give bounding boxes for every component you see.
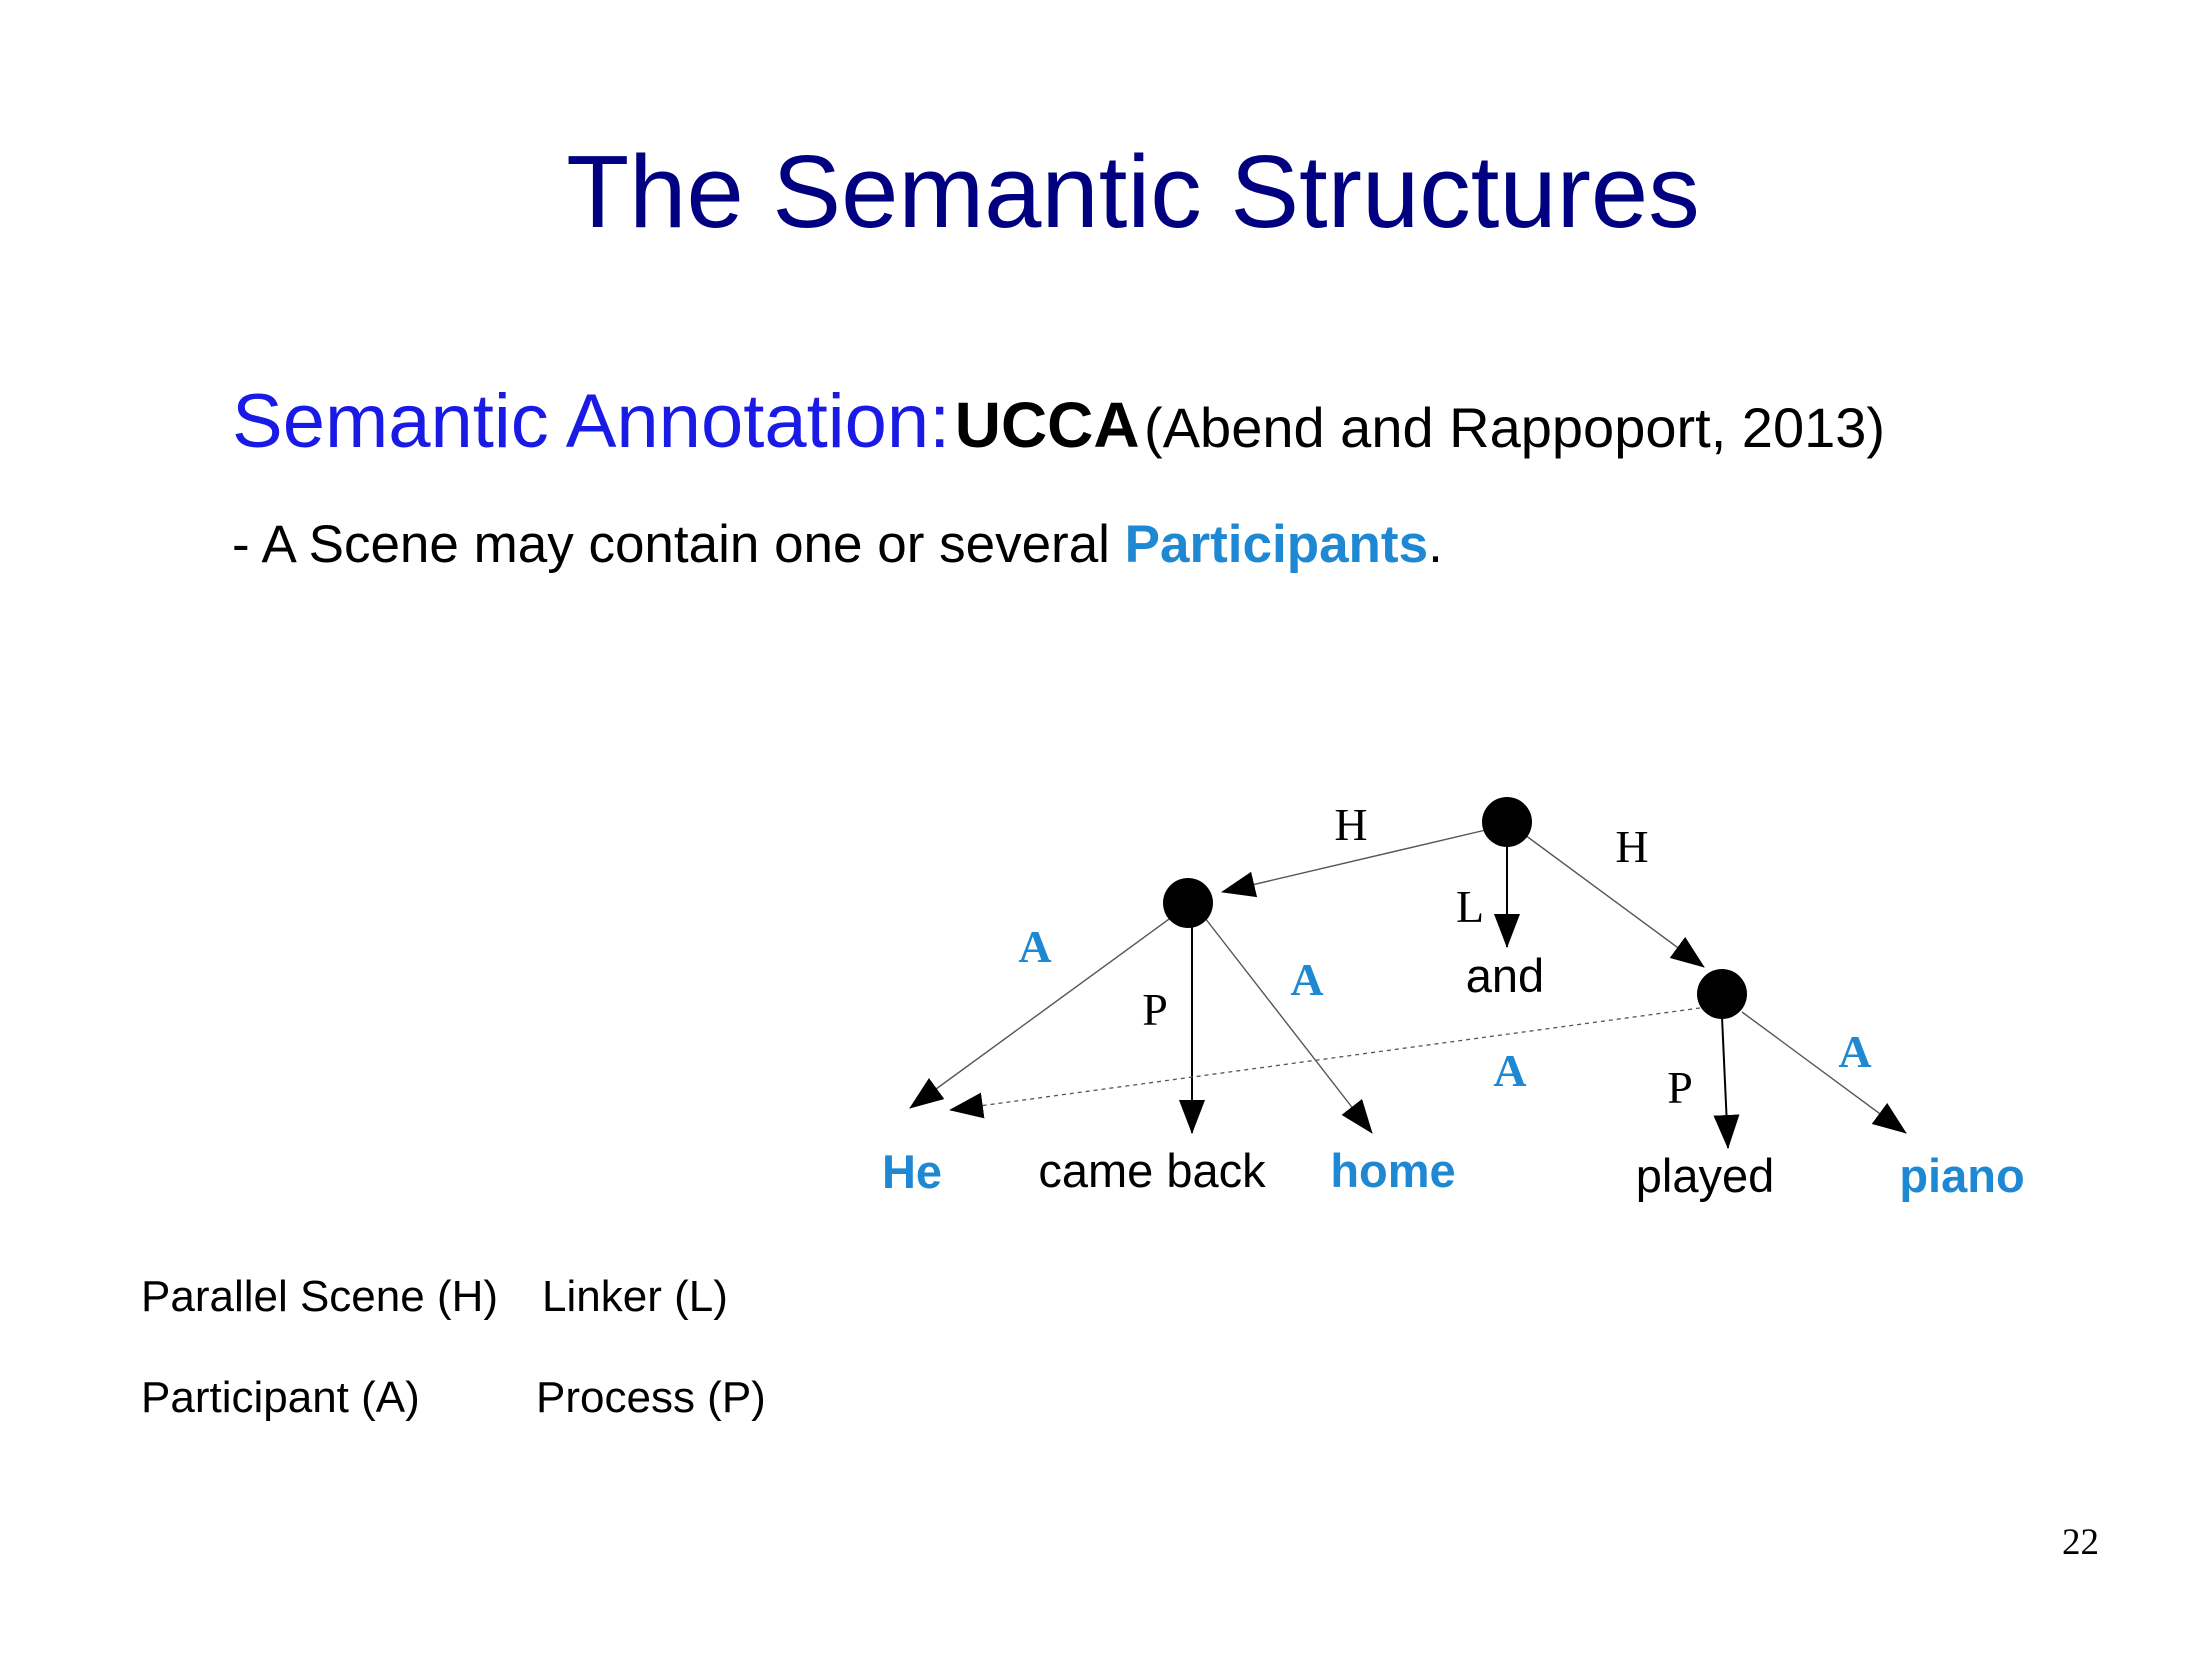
legend-process: Process (P) [536,1373,766,1422]
edge-a-shared [949,1007,1701,1119]
edge-a-he [909,913,1177,1109]
legend-participant: Participant (A) [141,1373,420,1422]
edge-a-home [1204,917,1373,1134]
edge-label-l: L [1456,881,1484,932]
edge-label-a-home: A [1290,954,1323,1005]
slide-title: The Semantic Structures [566,134,1700,249]
edge-label-a-shared: A [1493,1045,1526,1096]
edge-label-h-left: H [1334,799,1367,850]
word-and: and [1466,949,1544,1002]
word-piano: piano [1899,1149,2024,1202]
subtitle: Semantic Annotation: UCCA (Abend and Rap… [232,384,1885,460]
subtitle-lead: Semantic Annotation: [232,379,951,464]
word-he: He [882,1145,942,1198]
legend-linker: Linker (L) [542,1272,728,1321]
edge-label-a-piano: A [1838,1026,1871,1077]
word-home: home [1330,1144,1455,1197]
node-root [1482,797,1532,847]
page-number: 22 [2062,1522,2099,1563]
node-scene-2 [1697,969,1747,1019]
bullet-highlight: Participants [1124,515,1429,574]
node-scene-1 [1163,878,1213,928]
bullet-text: - A Scene may contain one or several [232,515,1125,574]
edge-a-piano [1741,1011,1907,1134]
edge-h-left [1221,828,1491,898]
word-came-back: came back [1038,1144,1266,1197]
edge-label-p-came: P [1142,984,1168,1035]
subtitle-citation: (Abend and Rappoport, 2013) [1144,396,1886,459]
legend-parallel-scene: Parallel Scene (H) [141,1272,499,1321]
bullet-participants: - A Scene may contain one or several Par… [232,518,1443,571]
edge-label-p-played: P [1667,1062,1693,1113]
subtitle-ucca: UCCA [954,389,1140,461]
edge-p-played [1713,1016,1740,1149]
word-played: played [1636,1149,1775,1202]
bullet-end: . [1428,515,1443,574]
edge-label-a-he: A [1018,921,1051,972]
edge-h-right [1524,834,1705,968]
edge-label-h-right: H [1615,821,1648,872]
